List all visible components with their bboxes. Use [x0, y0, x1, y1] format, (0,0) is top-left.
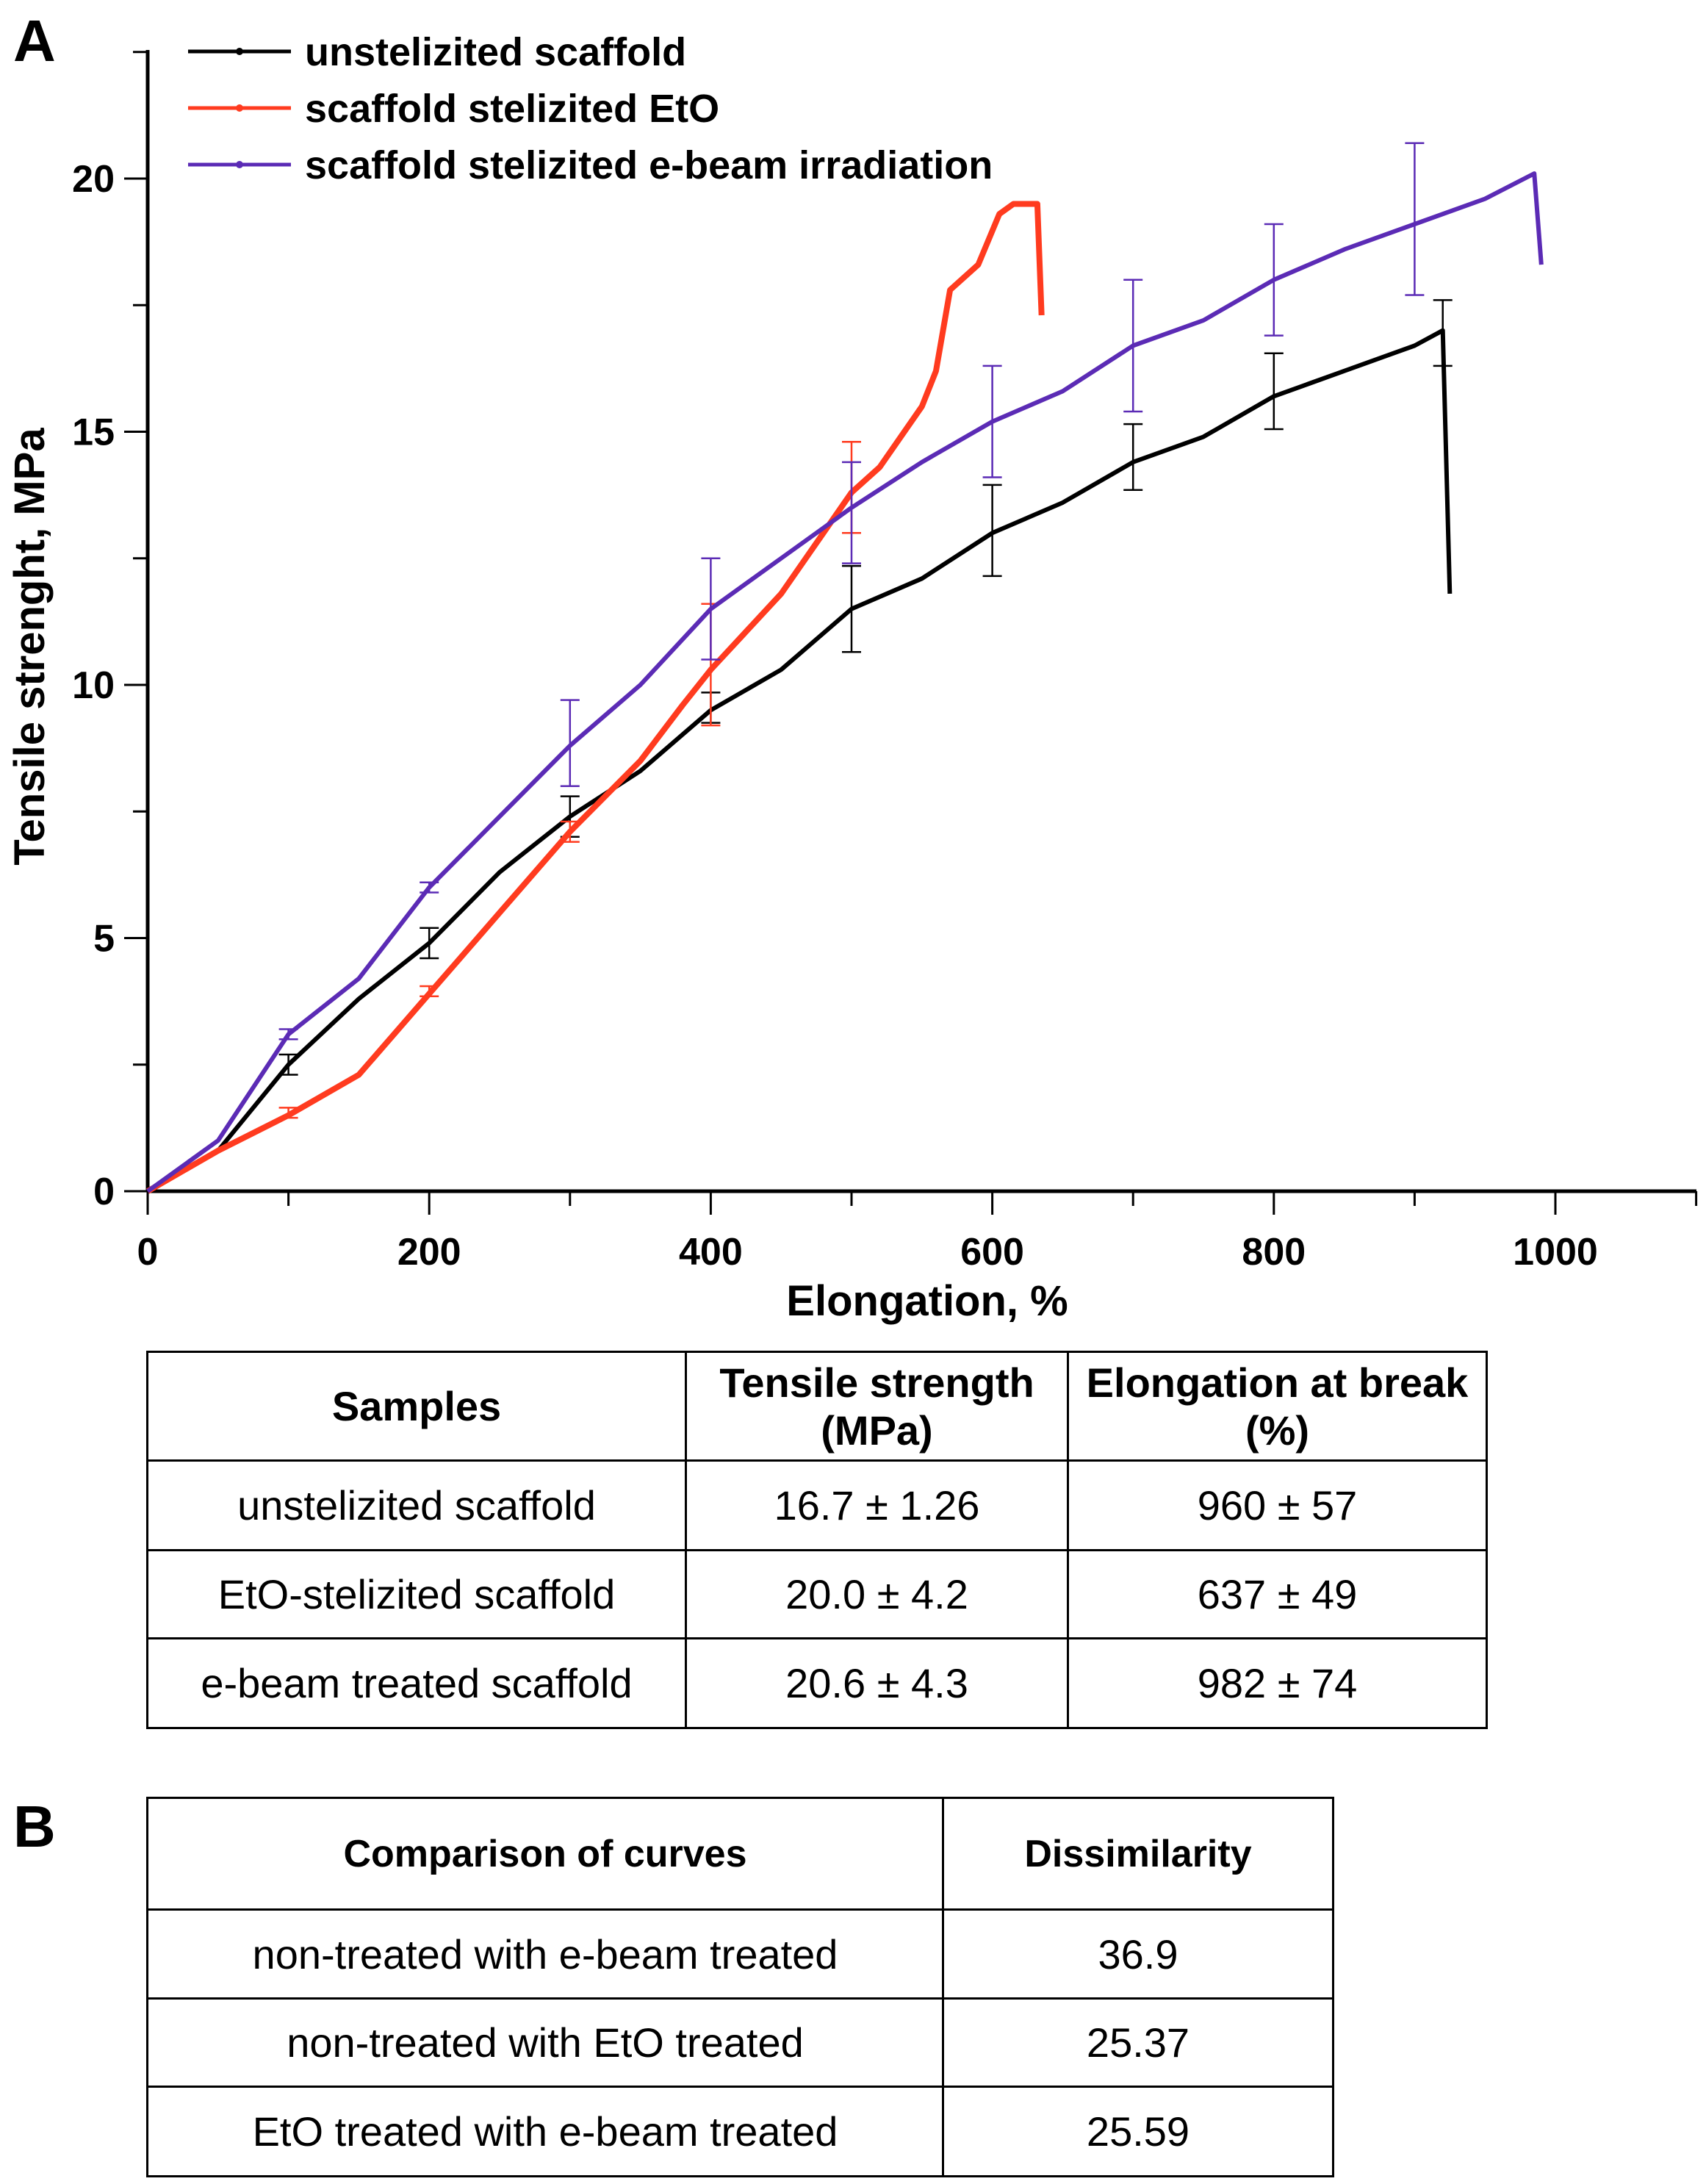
cell: 637 ± 49 [1067, 1549, 1488, 1639]
cell: 960 ± 57 [1067, 1459, 1488, 1551]
table-row: non-treated with EtO treated 25.37 [146, 1997, 1334, 2088]
cell: EtO-stelizited scaffold [146, 1549, 687, 1639]
y-tick-label: 0 [93, 1171, 115, 1213]
cell: 25.37 [942, 1997, 1334, 2088]
x-axis-label: Elongation, % [786, 1277, 1068, 1325]
legend-marker [236, 161, 243, 168]
table-row: e-beam treated scaffold 20.6 ± 4.3 982 ±… [146, 1637, 1488, 1729]
legend-marker [236, 104, 243, 112]
header-dissimilarity: Dissimilarity [942, 1797, 1334, 1911]
header-tensile: Tensile strength (MPa) [685, 1351, 1069, 1462]
cell: EtO treated with e-beam treated [146, 2086, 944, 2177]
panel-label-a: A [13, 8, 56, 73]
y-tick-label: 5 [93, 918, 115, 960]
table-header-row: Samples Tensile strength (MPa) Elongatio… [146, 1351, 1488, 1462]
cell: 20.0 ± 4.2 [685, 1549, 1069, 1639]
table-header-row: Comparison of curves Dissimilarity [146, 1797, 1334, 1911]
legend-label: scaffold stelizited EtO [305, 87, 719, 131]
cell: e-beam treated scaffold [146, 1637, 687, 1729]
dissimilarity-table: Comparison of curves Dissimilarity non-t… [146, 1797, 1334, 2177]
table-row: EtO treated with e-beam treated 25.59 [146, 2086, 1334, 2177]
series-2 [146, 142, 1544, 1193]
header-elongation: Elongation at break (%) [1067, 1351, 1488, 1462]
legend-marker [236, 48, 243, 55]
header-comparison: Comparison of curves [146, 1797, 944, 1911]
x-tick-label: 0 [137, 1231, 159, 1274]
y-tick-label: 10 [72, 664, 115, 707]
cell: 20.6 ± 4.3 [685, 1637, 1069, 1729]
y-tick-label: 15 [72, 412, 115, 454]
y-axis-label: Tensile strenght, MPa [6, 428, 54, 866]
series-line [146, 328, 1453, 1193]
series-line [146, 171, 1544, 1193]
cell: 982 ± 74 [1067, 1637, 1488, 1729]
cell: non-treated with e-beam treated [146, 1908, 944, 2000]
table-row: non-treated with e-beam treated 36.9 [146, 1908, 1334, 2000]
y-tick-label: 20 [72, 158, 115, 201]
cell: 25.59 [942, 2086, 1334, 2177]
legend-label: unstelizited scaffold [305, 30, 686, 74]
x-tick-label: 200 [397, 1231, 461, 1274]
results-table: Samples Tensile strength (MPa) Elongatio… [146, 1351, 1488, 1729]
x-tick-label: 600 [960, 1231, 1024, 1274]
cell: unstelizited scaffold [146, 1459, 687, 1551]
cell: 16.7 ± 1.26 [685, 1459, 1069, 1551]
x-tick-label: 1000 [1513, 1231, 1598, 1274]
cell: non-treated with EtO treated [146, 1997, 944, 2088]
tensile-chart: 0 200 400 600 800 1000 0 5 10 15 20 unstelizited s… [6, 30, 1698, 1325]
series-0 [146, 299, 1453, 1193]
panel-label-b: B [13, 1794, 56, 1859]
table-row: unstelizited scaffold 16.7 ± 1.26 960 ± … [146, 1459, 1488, 1551]
header-samples: Samples [146, 1351, 687, 1462]
legend-label: scaffold stelizited e-beam irradiation [305, 143, 993, 187]
x-tick-label: 400 [679, 1231, 743, 1274]
cell: 36.9 [942, 1908, 1334, 2000]
series-line [146, 201, 1045, 1194]
x-tick-label: 800 [1242, 1231, 1306, 1274]
table-row: EtO-stelizited scaffold 20.0 ± 4.2 637 ±… [146, 1549, 1488, 1639]
